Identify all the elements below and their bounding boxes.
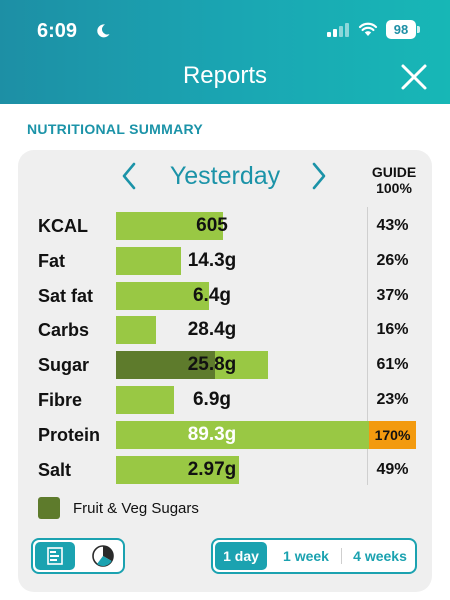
guide-divider xyxy=(367,207,368,485)
next-day-icon[interactable] xyxy=(308,160,330,192)
value-sugar: 25.8g xyxy=(187,354,237,375)
legend-swatch xyxy=(38,497,60,519)
value-protein: 89.3g xyxy=(187,424,237,445)
bar-track-sat-fat xyxy=(116,282,416,310)
bar-protein xyxy=(116,421,416,449)
section-title: NUTRITIONAL SUMMARY xyxy=(27,121,204,137)
legend-label: Fruit & Veg Sugars xyxy=(73,500,199,517)
bar-track-fibre xyxy=(116,386,416,414)
previous-day-icon[interactable] xyxy=(118,160,140,192)
status-time: 6:09 xyxy=(37,20,78,42)
guide-percent-kcal: 43% xyxy=(376,217,409,234)
row-label-sugar: Sugar xyxy=(38,355,90,375)
list-icon xyxy=(47,547,63,565)
row-label-sat-fat: Sat fat xyxy=(38,286,94,306)
bar-kcal xyxy=(116,212,223,240)
value-sat-fat: 6.4g xyxy=(192,285,232,306)
pie-chart-icon xyxy=(92,545,114,567)
date-label: Yesterday xyxy=(169,162,281,190)
app-header: 6:09 98 Reports xyxy=(0,0,450,104)
bar-carbs xyxy=(116,316,156,344)
bar-track-fat xyxy=(116,247,416,275)
row-label-carbs: Carbs xyxy=(38,320,90,340)
bar-salt xyxy=(116,456,239,484)
range-1-week-button[interactable]: 1 week xyxy=(283,548,329,564)
range-separator xyxy=(341,548,342,564)
bar-track-carbs xyxy=(116,316,416,344)
guide-header: GUIDE 100% xyxy=(362,164,426,196)
date-range-toggle: 1 day 1 week 4 weeks xyxy=(211,538,417,574)
guide-percent-carbs: 16% xyxy=(376,321,409,338)
row-label-fibre: Fibre xyxy=(38,390,83,410)
guide-percent-salt: 49% xyxy=(376,461,409,478)
guide-percent: 100% xyxy=(376,180,412,196)
guide-percent-fat: 26% xyxy=(376,252,409,269)
guide-percent-sugar: 61% xyxy=(376,356,409,373)
bar-track-sugar xyxy=(116,351,416,379)
row-label-protein: Protein xyxy=(38,425,101,445)
guide-percent-fibre: 23% xyxy=(376,391,409,408)
bar-fat xyxy=(116,247,181,275)
page-title: Reports xyxy=(182,62,268,89)
pie-view-button[interactable] xyxy=(85,542,121,570)
value-fibre: 6.9g xyxy=(192,389,232,410)
row-label-kcal: KCAL xyxy=(38,216,88,236)
bar-track-protein xyxy=(116,421,416,449)
value-carbs: 28.4g xyxy=(187,319,237,340)
guide-percent-protein: 170% xyxy=(369,421,416,449)
view-toggle xyxy=(31,538,125,574)
bar-sat-fat xyxy=(116,282,209,310)
row-label-fat: Fat xyxy=(38,251,65,271)
guide-percent-sat-fat: 37% xyxy=(376,287,409,304)
bar-fruit-veg-sugar xyxy=(116,351,215,379)
range-4-weeks-button[interactable]: 4 weeks xyxy=(353,548,407,564)
value-fat: 14.3g xyxy=(187,250,237,271)
range-1-day-button[interactable]: 1 day xyxy=(215,542,267,570)
value-salt: 2.97g xyxy=(187,459,237,480)
close-icon[interactable] xyxy=(400,63,428,91)
value-kcal: 605 xyxy=(196,215,228,236)
moon-icon xyxy=(97,24,110,38)
signal-icon xyxy=(327,23,349,37)
guide-title: GUIDE xyxy=(371,164,417,180)
wifi-icon xyxy=(358,22,378,36)
battery-indicator: 98 xyxy=(386,20,420,39)
bar-track-kcal xyxy=(116,212,416,240)
bar-track-salt xyxy=(116,456,416,484)
bar-fibre xyxy=(116,386,174,414)
list-view-button[interactable] xyxy=(35,542,75,570)
row-label-salt: Salt xyxy=(38,460,72,480)
